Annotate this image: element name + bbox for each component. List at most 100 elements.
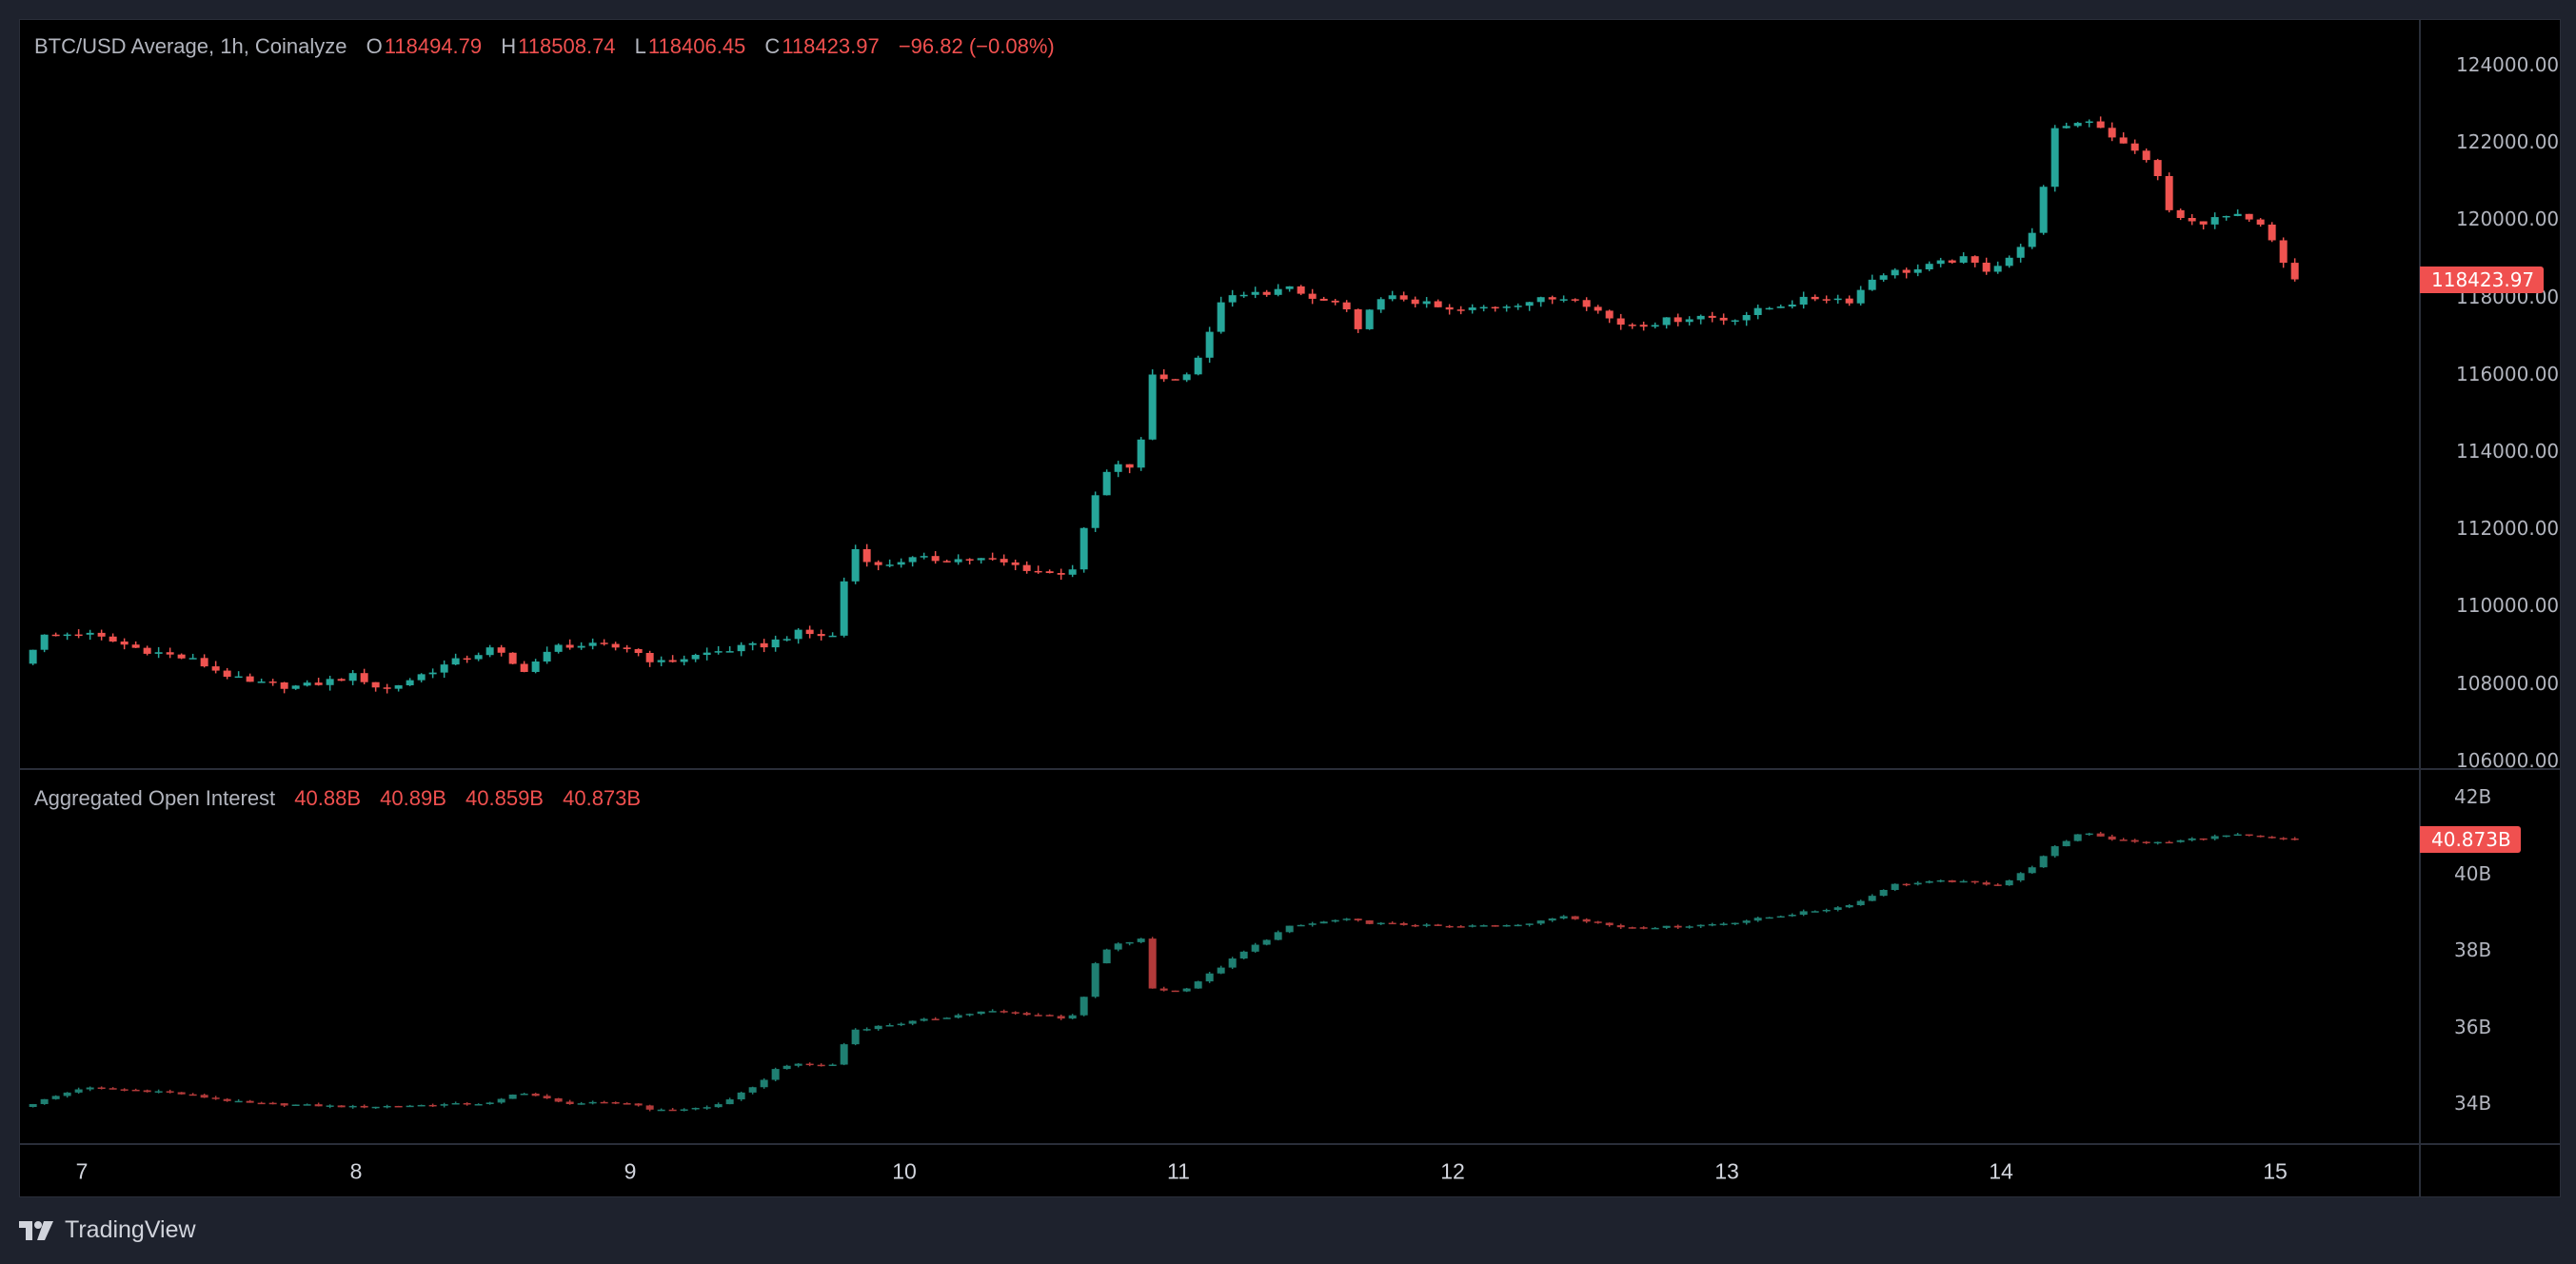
price-candle (2256, 219, 2265, 225)
price-candle (440, 664, 448, 673)
oi-candle (383, 1105, 391, 1108)
oi-candle (451, 1102, 460, 1105)
price-candle (1594, 306, 1602, 311)
oi-high: 40.89B (380, 786, 446, 810)
oi-candle (1982, 882, 1991, 885)
oi-axis-tick: 42B (2454, 785, 2492, 808)
low-label: L (634, 34, 646, 58)
price-candle (703, 652, 711, 656)
oi-candle (2290, 838, 2299, 840)
price-axis-tick: 116000.00 (2456, 362, 2560, 385)
oi-candle (1971, 880, 1979, 883)
price-candle (1536, 297, 1545, 303)
price-candle (1719, 317, 1728, 321)
price-candle (2199, 221, 2208, 225)
price-candle (1159, 374, 1168, 380)
price-candle (2153, 160, 2162, 176)
oi-candle (520, 1094, 528, 1096)
oi-axis-tick: 38B (2454, 938, 2492, 961)
oi-candle (1354, 918, 1362, 921)
symbol-title[interactable]: BTC/USD Average, 1h, Coinalyze (34, 34, 347, 58)
oi-candle (200, 1095, 208, 1098)
oi-candle (748, 1087, 757, 1093)
price-legend: BTC/USD Average, 1h, Coinalyze O118494.7… (34, 34, 1055, 59)
price-candle (1319, 298, 1328, 301)
oi-candle (497, 1098, 505, 1103)
price-candle (1456, 309, 1465, 311)
price-candle (1731, 320, 1739, 322)
price-candle (1639, 325, 1648, 327)
price-axis-tick: 110000.00 (2456, 594, 2560, 618)
price-candle (314, 682, 323, 685)
price-candle (840, 581, 848, 636)
price-candle (1674, 317, 1682, 323)
price-candle (1571, 299, 1579, 301)
price-candle (348, 673, 357, 681)
price-candle (1514, 306, 1522, 307)
oi-candle (1879, 889, 1888, 897)
oi-candle (463, 1102, 471, 1105)
oi-candle (680, 1109, 688, 1111)
price-candle (188, 658, 197, 660)
low-value: 118406.45 (647, 34, 746, 58)
price-candle (1194, 357, 1202, 375)
price-candle (1993, 266, 2002, 272)
oi-candle (1685, 926, 1694, 928)
price-candle (1251, 291, 1259, 295)
price-candle (508, 652, 517, 664)
oi-candle (348, 1105, 357, 1108)
oi-candle (1411, 924, 1419, 927)
price-candle (965, 559, 974, 561)
price-candle (1982, 262, 1991, 272)
oi-candle (1959, 880, 1968, 883)
oi-candle (1239, 951, 1248, 959)
oi-candle (2233, 834, 2242, 837)
price-candle (908, 557, 917, 563)
price-candle (337, 679, 346, 681)
oi-candle (109, 1088, 117, 1090)
oi-candle (417, 1104, 426, 1107)
oi-candle (1182, 988, 1191, 992)
oi-candle (897, 1023, 905, 1026)
price-candle (2096, 121, 2105, 128)
oi-candle (2279, 838, 2288, 839)
oi-candle (394, 1105, 403, 1108)
oi-axis-tick: 34B (2454, 1092, 2492, 1115)
oi-candle (1925, 880, 1933, 883)
oi-candle (805, 1063, 814, 1066)
oi-title[interactable]: Aggregated Open Interest (34, 786, 276, 810)
oi-candle (1719, 923, 1728, 925)
price-candle (428, 672, 437, 675)
price-candle (2142, 150, 2150, 161)
open-label: O (366, 34, 383, 58)
price-candle (1434, 301, 1442, 307)
oi-candle (1080, 997, 1088, 1016)
oi-legend: Aggregated Open Interest 40.88B 40.89B 4… (34, 786, 641, 811)
oi-candle (1674, 925, 1682, 928)
oi-low: 40.859B (466, 786, 544, 810)
time-axis-tick: 13 (1714, 1158, 1739, 1184)
price-candle (109, 636, 117, 642)
oi-candle (268, 1102, 277, 1105)
oi-candle (691, 1107, 700, 1110)
price-candle (645, 652, 654, 662)
price-candle (1342, 302, 1351, 310)
time-axis-tick: 11 (1167, 1158, 1190, 1184)
oi-candle (1422, 924, 1431, 926)
price-candle (1377, 299, 1385, 310)
chart-frame[interactable] (19, 19, 2561, 1197)
tradingview-logo[interactable]: TradingView (19, 1216, 196, 1244)
oi-candle (977, 1011, 985, 1015)
oi-candle (303, 1104, 311, 1106)
price-candle (86, 632, 94, 635)
oi-candle (1993, 884, 2002, 886)
oi-candle (1708, 923, 1716, 926)
price-candle (1297, 286, 1305, 294)
price-candle (1102, 471, 1111, 496)
price-candle (417, 674, 426, 681)
oi-candle (2130, 839, 2139, 842)
price-candle (1034, 570, 1042, 573)
oi-candle (1319, 921, 1328, 924)
time-axis-tick: 7 (75, 1158, 89, 1184)
